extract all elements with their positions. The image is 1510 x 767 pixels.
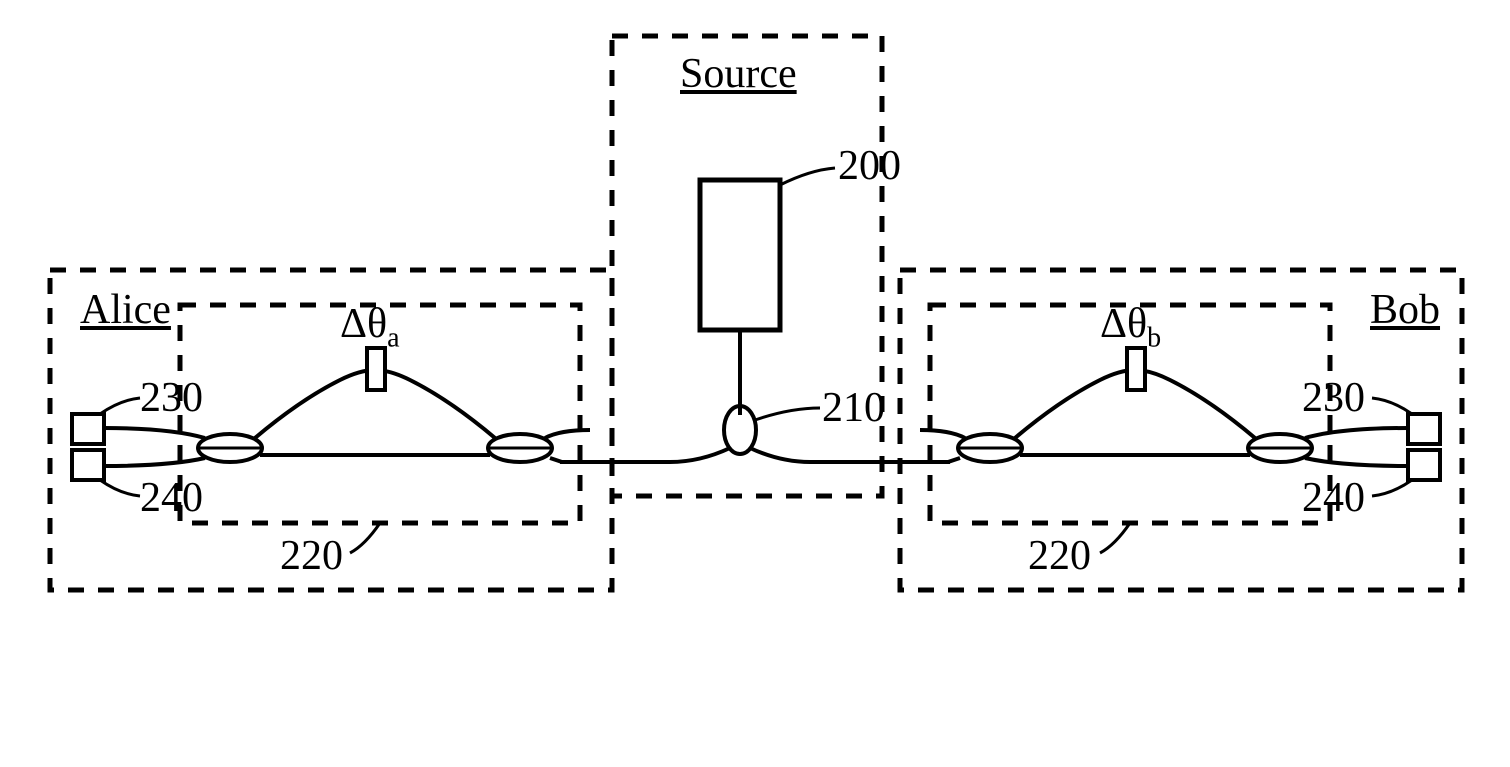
ref-230a: 230: [140, 374, 203, 422]
qkd-diagram: Source Alice Bob Δθa Δθb 200 210 220 220…: [0, 0, 1510, 767]
bob-out-top: [1305, 428, 1408, 438]
bob-out-bot: [1305, 458, 1408, 466]
alice-in-top: [545, 430, 590, 438]
source-block: [700, 180, 780, 330]
alice-label: Alice: [80, 286, 171, 334]
bob-in-top: [920, 430, 965, 438]
splitter-left-line: [560, 448, 730, 462]
alice-out-bot: [104, 458, 205, 466]
bob-in-bot: [948, 458, 960, 462]
alice-in-bot: [550, 458, 562, 462]
detector-a-bottom: [72, 450, 104, 480]
leader-230a: [100, 398, 140, 414]
bob-label: Bob: [1370, 286, 1440, 334]
alice-out-top: [104, 428, 205, 438]
leader-220a: [350, 523, 380, 553]
leader-220b: [1100, 523, 1130, 553]
detector-b-bottom: [1408, 450, 1440, 480]
phase-label-a: Δθa: [340, 300, 400, 354]
ref-220a: 220: [280, 532, 343, 580]
splitter-right-line: [750, 448, 950, 462]
leader-200: [780, 168, 835, 185]
leader-240a: [100, 480, 140, 496]
leader-240b: [1372, 480, 1412, 496]
ref-220b: 220: [1028, 532, 1091, 580]
diagram-svg: [0, 0, 1510, 767]
detector-b-top: [1408, 414, 1440, 444]
ref-240a: 240: [140, 474, 203, 522]
ref-200: 200: [838, 142, 901, 190]
ref-230b: 230: [1302, 374, 1365, 422]
ref-210: 210: [822, 384, 885, 432]
source-label: Source: [680, 50, 797, 98]
leader-210: [755, 408, 820, 420]
leader-230b: [1372, 398, 1412, 414]
ref-240b: 240: [1302, 474, 1365, 522]
detector-a-top: [72, 414, 104, 444]
phase-label-b: Δθb: [1100, 300, 1161, 354]
